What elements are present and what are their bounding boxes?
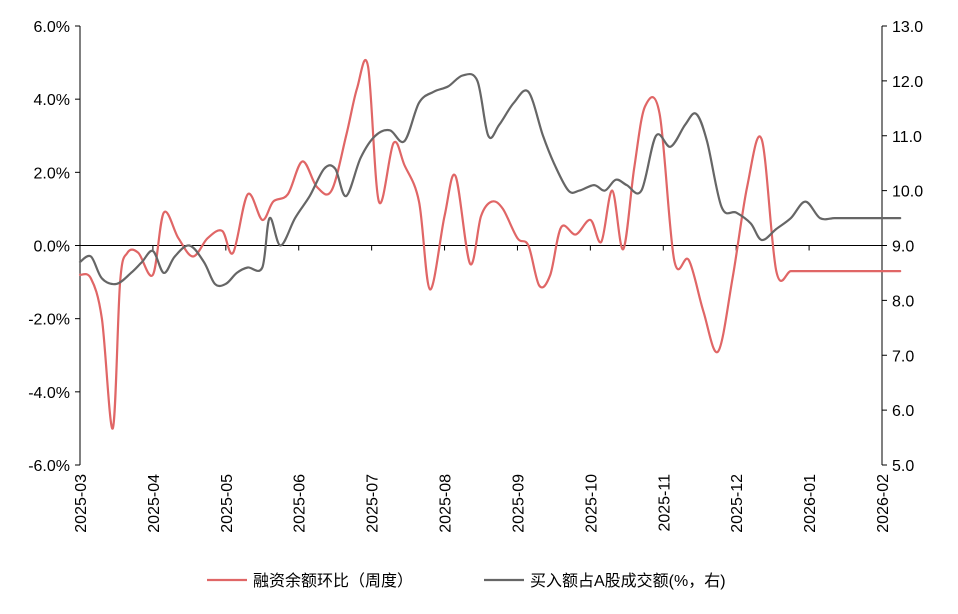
x-axis: 2025-03 2025-04 2025-05 2025-06 2025-07 2025-… <box>73 245 892 533</box>
x-tick-label: 2026-02 <box>875 474 892 533</box>
left-tick-label: 2.0% <box>34 165 70 182</box>
left-tick-label: 4.0% <box>34 92 70 109</box>
x-tick-label: 2025-11 <box>656 474 673 532</box>
left-tick-label: -6.0% <box>28 458 70 475</box>
left-tick-label: 6.0% <box>34 19 70 36</box>
x-tick-label: 2025-10 <box>583 474 600 533</box>
legend-label-2: 买入额占A股成交额(%，右) <box>530 572 726 590</box>
legend: 融资余额环比（周度） 买入额占A股成交额(%，右) <box>207 571 726 590</box>
x-tick-label: 2025-08 <box>438 474 455 533</box>
x-tick-label: 2025-09 <box>510 474 527 533</box>
right-tick-label: 10.0 <box>892 184 923 201</box>
right-tick-label: 5.0 <box>892 458 914 475</box>
x-tick-label: 2025-12 <box>729 474 746 533</box>
right-tick-label: 13.0 <box>892 19 923 36</box>
x-tick-label: 2025-06 <box>292 474 309 533</box>
right-tick-label: 9.0 <box>892 239 914 256</box>
legend-label-1: 融资余额环比（周度） <box>253 571 413 590</box>
left-tick-label: 0.0% <box>34 239 70 256</box>
series-line-1 <box>78 58 902 430</box>
left-tick-label: -4.0% <box>28 385 70 402</box>
right-tick-label: 11.0 <box>892 129 922 146</box>
x-tick-label: 2026-01 <box>802 474 819 533</box>
series-layer <box>78 58 902 430</box>
right-tick-label: 7.0 <box>892 348 914 365</box>
right-tick-label: 12.0 <box>892 74 923 91</box>
x-tick-label: 2025-03 <box>73 474 90 533</box>
right-tick-label: 8.0 <box>892 293 914 310</box>
series-line-2 <box>78 72 902 288</box>
right-tick-label: 6.0 <box>892 403 914 420</box>
left-tick-label: -2.0% <box>28 312 70 329</box>
x-tick-label: 2025-04 <box>146 474 163 533</box>
x-tick-label: 2025-07 <box>365 474 382 533</box>
right-axis: 13.0 12.0 11.0 10.0 9.0 8.0 7.0 6.0 5.0 <box>881 19 923 475</box>
x-tick-label: 2025-05 <box>219 474 236 533</box>
left-axis: 6.0% 4.0% 2.0% 0.0% -2.0% -4.0% -6.0% <box>28 19 81 475</box>
